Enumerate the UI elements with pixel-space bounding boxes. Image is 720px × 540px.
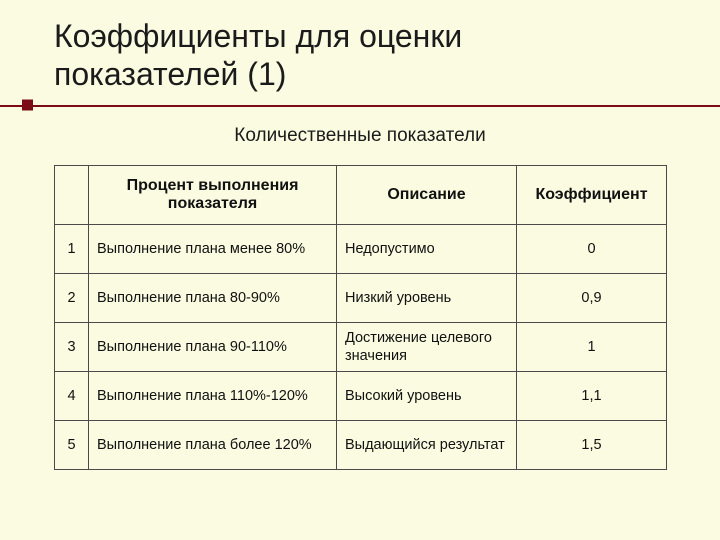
title-underline [0,105,720,107]
cell-pct: Выполнение плана менее 80% [89,225,337,274]
th-desc: Описание [337,166,517,225]
cell-num: 2 [55,274,89,323]
table-row: 3 Выполнение плана 90-110% Достижение це… [55,323,667,372]
cell-pct: Выполнение плана 110%-120% [89,372,337,421]
coefficients-table-wrap: Процент выполнения показателя Описание К… [54,165,666,470]
cell-desc: Достижение целевого значения [337,323,517,372]
cell-num: 1 [55,225,89,274]
page-title: Коэффициенты для оценки показателей (1) [54,18,654,94]
th-num [55,166,89,225]
table-row: 5 Выполнение плана более 120% Выдающийся… [55,421,667,470]
table-row: 2 Выполнение плана 80-90% Низкий уровень… [55,274,667,323]
cell-coef: 1,5 [517,421,667,470]
slide: Коэффициенты для оценки показателей (1) … [0,0,720,540]
th-coef: Коэффициент [517,166,667,225]
cell-num: 4 [55,372,89,421]
th-pct: Процент выполнения показателя [89,166,337,225]
coefficients-table: Процент выполнения показателя Описание К… [54,165,667,470]
cell-pct: Выполнение плана более 120% [89,421,337,470]
table-header-row: Процент выполнения показателя Описание К… [55,166,667,225]
cell-desc: Низкий уровень [337,274,517,323]
cell-coef: 0,9 [517,274,667,323]
cell-coef: 1,1 [517,372,667,421]
cell-desc: Высокий уровень [337,372,517,421]
cell-desc: Недопустимо [337,225,517,274]
cell-desc: Выдающийся результат [337,421,517,470]
table-row: 4 Выполнение плана 110%-120% Высокий уро… [55,372,667,421]
cell-coef: 0 [517,225,667,274]
title-underline-marker [22,100,33,111]
cell-pct: Выполнение плана 90-110% [89,323,337,372]
cell-pct: Выполнение плана 80-90% [89,274,337,323]
subtitle: Количественные показатели [0,125,720,147]
cell-num: 3 [55,323,89,372]
cell-coef: 1 [517,323,667,372]
table-row: 1 Выполнение плана менее 80% Недопустимо… [55,225,667,274]
cell-num: 5 [55,421,89,470]
